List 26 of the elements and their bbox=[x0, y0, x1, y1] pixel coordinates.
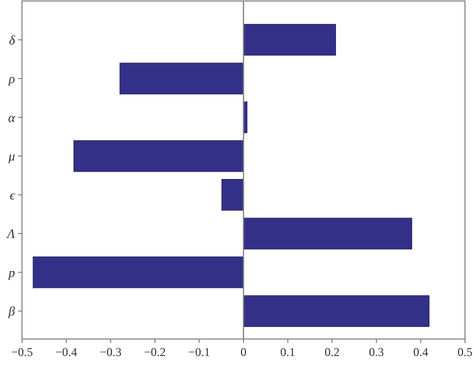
bar bbox=[243, 218, 412, 250]
x-tick-label: −0.4 bbox=[55, 345, 78, 359]
y-tick-label: μ bbox=[7, 148, 16, 164]
y-tick-label: p bbox=[8, 264, 16, 280]
bar bbox=[32, 256, 244, 288]
x-tick-label: −0.1 bbox=[188, 345, 210, 359]
bar bbox=[243, 295, 430, 327]
x-tick-label: 0.1 bbox=[280, 345, 296, 359]
y-tick-label: Λ bbox=[5, 226, 16, 242]
x-tick-label: −0.5 bbox=[11, 345, 33, 359]
x-tick-label: 0 bbox=[240, 345, 246, 359]
bar bbox=[120, 62, 244, 94]
x-tick-label: 0.3 bbox=[368, 345, 384, 359]
x-tick-label: 0.4 bbox=[413, 345, 428, 359]
bar bbox=[74, 140, 244, 172]
x-tick-label: 0.5 bbox=[458, 345, 472, 359]
x-tick-label: 0.2 bbox=[324, 345, 340, 359]
y-tick-label: α bbox=[8, 110, 16, 125]
bar bbox=[243, 24, 336, 56]
x-tick-label: −0.2 bbox=[144, 345, 166, 359]
y-tick-label: ϵ bbox=[10, 187, 16, 202]
bar bbox=[221, 179, 244, 211]
y-tick-label: δ bbox=[8, 32, 16, 48]
y-tick-label: ρ bbox=[8, 71, 15, 86]
x-tick-label: −0.3 bbox=[100, 345, 122, 359]
y-tick-label: β bbox=[8, 304, 16, 319]
